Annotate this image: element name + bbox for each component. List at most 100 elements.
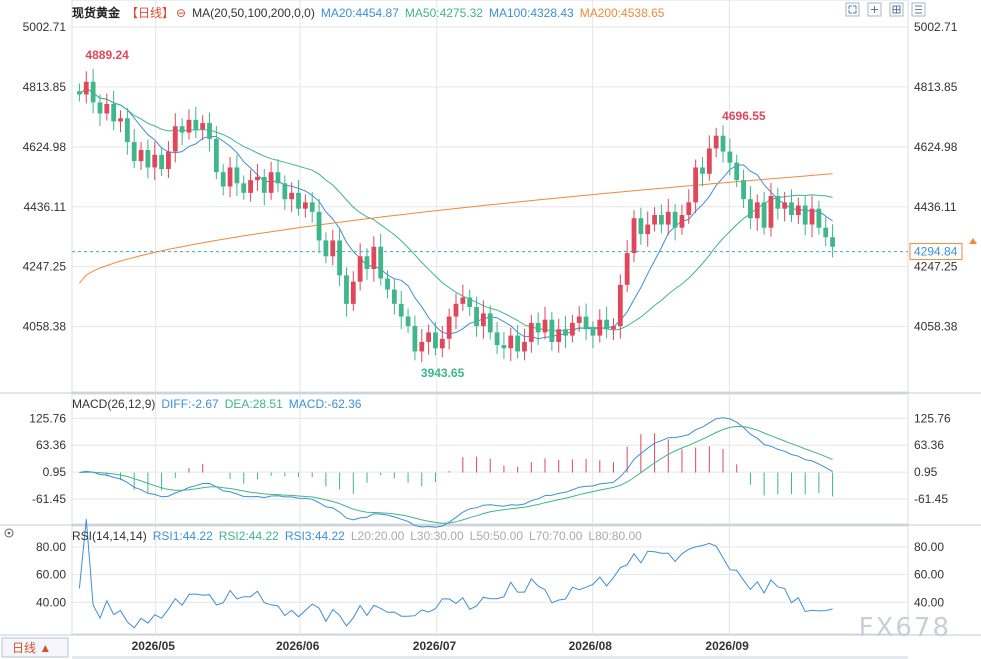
candle-body	[597, 319, 603, 336]
rsi-label: RSI(14,14,14)	[72, 529, 147, 543]
price-extreme-label: 4889.24	[85, 48, 129, 62]
candle-body	[111, 104, 117, 122]
candle-body	[467, 297, 473, 308]
candle-body	[131, 142, 137, 162]
window-toolbar	[845, 2, 926, 17]
candle-body	[542, 319, 548, 333]
price-axis-tick-left: 4058.38	[23, 320, 67, 334]
rsi-axis-tick-right: 80.00	[914, 540, 944, 554]
candle-body	[782, 202, 788, 209]
price-axis-tick-left: 4813.85	[23, 80, 67, 94]
candle-body	[460, 297, 466, 304]
ma20-value: MA20:4454.87	[320, 6, 399, 20]
candle-body	[480, 313, 486, 327]
candle-body	[248, 180, 253, 193]
candle-body	[193, 119, 199, 130]
candle-body	[364, 256, 370, 269]
macd-axis-tick-right: 125.76	[914, 411, 951, 425]
candle-body	[419, 341, 425, 352]
instrument-name: 现货黄金	[72, 6, 121, 20]
candle-body	[617, 284, 623, 327]
candle-body	[234, 167, 240, 184]
macd-dea-line	[79, 425, 833, 524]
candle-body	[802, 205, 808, 225]
candle-body	[734, 162, 740, 181]
candle-body	[261, 176, 267, 193]
period-selector-button[interactable]	[1, 637, 69, 658]
candle-body	[104, 104, 110, 114]
candle-body	[549, 319, 555, 342]
candle-body	[213, 138, 219, 173]
ma50-line	[79, 87, 833, 332]
time-scrollbar[interactable]	[72, 656, 908, 659]
price-axis-tick-left: 5002.71	[23, 20, 67, 34]
time-axis-tick: 2026/05	[132, 639, 176, 653]
candle-body	[241, 183, 247, 193]
candle-body	[433, 332, 438, 349]
current-price-box	[909, 243, 963, 261]
ma-label: MA(20,50,100,200,0,0)	[192, 6, 315, 20]
time-axis-tick: 2026/08	[569, 639, 613, 653]
settings-gear-icon[interactable]: ⊖	[176, 6, 187, 20]
candle-body	[350, 281, 356, 304]
candle-body	[152, 154, 158, 168]
candle-body	[118, 118, 123, 122]
price-header: 现货黄金 【日线】 ⊖ MA(20,50,100,200,0,0) MA20:4454.…	[72, 4, 670, 21]
candle-body	[754, 202, 760, 219]
candle-body	[700, 167, 705, 174]
candle-body	[563, 329, 568, 336]
ma50-value: MA50:4275.32	[404, 6, 483, 20]
rsi-axis-tick-left: 80.00	[36, 540, 66, 554]
candle-body	[97, 102, 103, 114]
gear-icon[interactable]	[4, 528, 14, 538]
candle-body	[405, 316, 411, 327]
candle-body	[439, 338, 445, 349]
candle-body	[275, 172, 281, 184]
rsi2-value: RSI2:44.22	[218, 529, 279, 543]
macd-axis-tick-left: 125.76	[29, 411, 66, 425]
candle-body	[556, 329, 562, 342]
price-axis-tick-left: 4624.98	[23, 140, 67, 154]
ma200-line	[79, 173, 833, 284]
macd-axis-tick-right: 63.36	[914, 438, 944, 452]
candle-body	[631, 218, 637, 254]
macd-axis-tick-left: 63.36	[36, 438, 66, 452]
candle-body	[693, 167, 699, 203]
candle-body	[645, 224, 651, 235]
price-axis-tick-right: 4247.25	[914, 260, 958, 274]
candle-body	[638, 218, 644, 235]
candle-body	[659, 215, 664, 225]
candle-body	[186, 119, 192, 133]
candle-body	[652, 215, 657, 225]
candle-body	[501, 345, 507, 349]
candle-body	[446, 316, 452, 339]
rsi-axis-tick-right: 40.00	[914, 595, 944, 609]
price-axis-tick-right: 4436.11	[914, 200, 957, 214]
rsi-axis-tick-right: 60.00	[914, 568, 944, 582]
candle-body	[159, 154, 164, 170]
candle-body	[289, 192, 295, 200]
candle-body	[713, 135, 719, 149]
rsi-line	[78, 519, 833, 629]
candle-body	[576, 316, 582, 323]
rsi-header: RSI(14,14,14) RSI1:44.22 RSI2:44.22 RSI3:44…	[72, 529, 648, 543]
rsi-axis-tick-left: 40.00	[36, 595, 66, 609]
candle-body	[398, 303, 404, 317]
price-axis-tick-right: 4058.38	[914, 320, 958, 334]
candle-body	[220, 172, 226, 187]
candle-body	[371, 246, 377, 269]
macd-dea: DEA:28.51	[224, 397, 283, 411]
candle-body	[316, 211, 322, 241]
rsi-l70: L70:70.00	[529, 529, 583, 543]
candle-body	[775, 196, 781, 209]
fullscreen-icon[interactable]	[845, 2, 860, 17]
candle-body	[323, 240, 329, 257]
watermark-logo: FX678	[858, 613, 951, 643]
candle-body	[720, 135, 726, 152]
macd-axis-tick-left: 0.95	[43, 465, 67, 479]
candle-body	[789, 202, 794, 216]
candle-body	[706, 148, 712, 174]
candle-body	[679, 215, 685, 228]
scroll-up-icon[interactable]	[969, 238, 977, 244]
macd-label: MACD(26,12,9)	[72, 397, 156, 411]
